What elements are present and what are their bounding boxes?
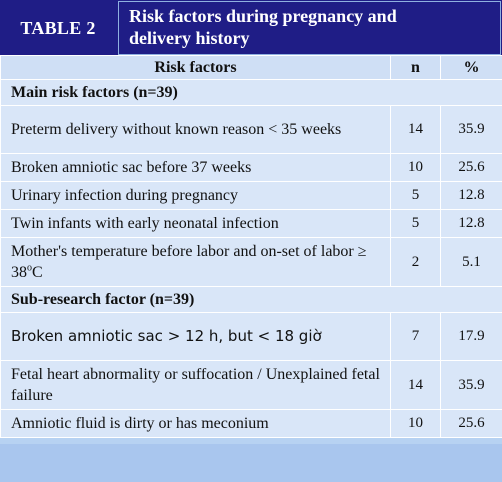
table-row: Mother's temperature before labor and on… [0,237,502,287]
row-pct: 25.6 [440,153,502,182]
row-n: 5 [390,181,441,210]
row-n: 10 [390,153,441,182]
row-label: Amniotic fluid is dirty or has meconium [0,409,391,438]
table-row: Broken amniotic sac before 37 weeks 10 2… [0,153,502,182]
section-row-main: Main risk factors (n=39) [0,79,502,106]
row-pct: 35.9 [440,105,502,154]
row-n: 10 [390,409,441,438]
degree-sign: o [27,262,32,274]
row-label: Twin infants with early neonatal infecti… [0,209,391,238]
risk-factors-table: Risk factors n % Main risk factors (n=39… [0,55,502,438]
table-head-row: Risk factors n % [0,55,502,80]
row-n: 7 [390,312,441,361]
section-label-sub: Sub-research factor (n=39) [0,286,502,313]
row-n: 5 [390,209,441,238]
row-pct: 5.1 [440,237,502,287]
row-n: 14 [390,360,441,410]
table-row: Fetal heart abnormality or suffocation /… [0,360,502,410]
row-label-text: Mother's temperature before labor and on… [11,243,367,281]
table-tag: TABLE 2 [0,0,116,56]
table-title-line-2: delivery history [129,28,250,48]
section-row-sub: Sub-research factor (n=39) [0,286,502,313]
row-label: Broken amniotic sac before 37 weeks [0,153,391,182]
row-label: Mother's temperature before labor and on… [0,237,391,287]
table-row: Amniotic fluid is dirty or has meconium … [0,409,502,438]
section-label-main: Main risk factors (n=39) [0,79,502,106]
row-label-unit: C [32,264,43,281]
col-header-pct: % [440,55,502,80]
row-n: 2 [390,237,441,287]
row-n: 14 [390,105,441,154]
table-row: Urinary infection during pregnancy 5 12.… [0,181,502,210]
table-row: Twin infants with early neonatal infecti… [0,209,502,238]
row-label: Fetal heart abnormality or suffocation /… [0,360,391,410]
table-footer-band [0,444,502,482]
row-pct: 35.9 [440,360,502,410]
row-pct: 17.9 [440,312,502,361]
row-pct: 12.8 [440,209,502,238]
row-label: Broken amniotic sac > 12 h, but < 18 giờ [0,312,391,361]
table-row: Preterm delivery without known reason < … [0,105,502,154]
row-label: Preterm delivery without known reason < … [0,105,391,154]
table-row: Broken amniotic sac > 12 h, but < 18 giờ… [0,312,502,361]
col-header-factor: Risk factors [0,55,391,80]
table-title-line-1: Risk factors during pregnancy and [129,6,397,26]
table-title: Risk factors during pregnancy and delive… [118,1,501,55]
col-header-n: n [390,55,441,80]
row-label: Urinary infection during pregnancy [0,181,391,210]
row-pct: 25.6 [440,409,502,438]
row-pct: 12.8 [440,181,502,210]
